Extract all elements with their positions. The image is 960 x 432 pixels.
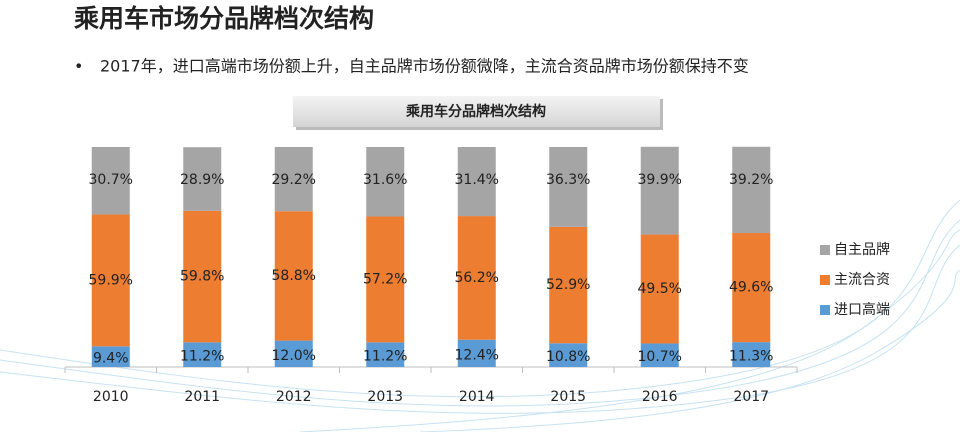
bar-segment xyxy=(732,146,771,234)
value-label: 11.2% xyxy=(363,349,407,365)
bar-segment xyxy=(457,339,496,367)
value-label: 52.9% xyxy=(546,277,590,293)
legend-swatch xyxy=(820,275,830,285)
value-label: 9.4% xyxy=(93,351,129,367)
value-label: 10.8% xyxy=(546,349,590,365)
legend-label: 进口高端 xyxy=(834,301,890,318)
value-label: 31.6% xyxy=(363,172,407,188)
value-label: 12.4% xyxy=(455,347,499,363)
bar-segment xyxy=(732,342,771,367)
x-tick-label: 2016 xyxy=(642,389,678,405)
chart-title-box xyxy=(293,96,660,127)
value-label: 59.8% xyxy=(180,269,224,285)
legend-label: 主流合资 xyxy=(834,272,890,288)
bar-segment xyxy=(91,214,130,347)
bar-segment xyxy=(91,346,130,367)
slide-title: 乘用车市场分品牌档次结构 xyxy=(74,4,374,33)
legend-label: 自主品牌 xyxy=(834,241,890,258)
x-tick-label: 2012 xyxy=(276,389,312,405)
bar-segment xyxy=(457,147,496,217)
value-label: 11.3% xyxy=(729,349,773,365)
value-label: 39.9% xyxy=(638,172,682,188)
bar-segment xyxy=(183,342,222,367)
bar-segment xyxy=(366,342,405,367)
bar-segment xyxy=(640,146,679,235)
value-label: 57.2% xyxy=(363,271,407,287)
value-label: 49.5% xyxy=(638,281,682,297)
value-label: 10.7% xyxy=(638,349,682,365)
x-tick-label: 2015 xyxy=(550,389,586,405)
value-label: 12.0% xyxy=(272,348,316,364)
value-label: 36.3% xyxy=(546,172,590,188)
x-tick-label: 2017 xyxy=(733,389,769,405)
bar-segment xyxy=(732,233,771,343)
bar-segment xyxy=(274,211,313,341)
bar-segment xyxy=(366,216,405,343)
bar-segment xyxy=(274,147,313,212)
bullet-dot: • xyxy=(74,57,83,76)
value-label: 11.2% xyxy=(180,349,224,365)
bar-segment xyxy=(640,343,679,367)
value-label: 31.4% xyxy=(455,172,499,188)
x-tick-label: 2013 xyxy=(367,389,403,405)
bar-segment xyxy=(183,147,222,211)
bar-segment xyxy=(274,340,313,367)
value-label: 29.2% xyxy=(272,172,316,188)
bar-segment xyxy=(549,147,588,227)
bullet-text: 2017年，进口高端市场份额上升，自主品牌市场份额微降，主流合资品牌市场份额保持… xyxy=(100,57,749,76)
bar-segment xyxy=(91,147,130,215)
bar-segment xyxy=(183,210,222,343)
chart-title: 乘用车分品牌档次结构 xyxy=(405,103,546,120)
value-label: 58.8% xyxy=(272,268,316,284)
legend-swatch xyxy=(820,245,830,255)
x-tick-label: 2011 xyxy=(184,389,220,405)
background-waves xyxy=(0,199,960,432)
bar-segment xyxy=(457,216,496,340)
value-label: 39.2% xyxy=(729,172,773,188)
x-tick-label: 2014 xyxy=(459,389,495,405)
legend-swatch xyxy=(820,305,830,315)
bar-segment xyxy=(640,234,679,344)
x-tick-label: 2010 xyxy=(93,389,129,405)
bar-segment xyxy=(549,343,588,367)
value-label: 59.9% xyxy=(89,272,133,288)
value-label: 49.6% xyxy=(729,280,773,296)
bar-segment xyxy=(366,147,405,217)
bar-segment xyxy=(549,226,588,344)
value-label: 30.7% xyxy=(89,172,133,188)
value-label: 28.9% xyxy=(180,172,224,188)
value-label: 56.2% xyxy=(455,270,499,286)
